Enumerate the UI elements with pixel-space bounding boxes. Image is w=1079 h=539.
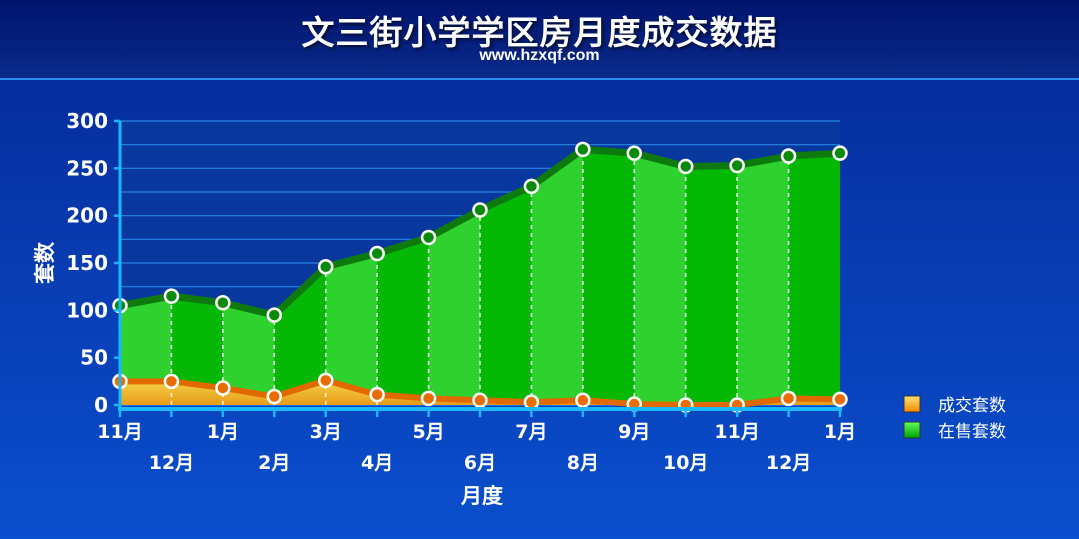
- y-axis-label: 套数: [33, 241, 57, 284]
- light-band: [531, 149, 583, 405]
- series-areas: [120, 149, 840, 405]
- light-band: [325, 253, 378, 405]
- light-band: [120, 296, 172, 405]
- y-tick-label: 150: [66, 251, 108, 275]
- x-tick-label: 11月: [97, 421, 142, 443]
- y-tick-label: 300: [66, 109, 108, 133]
- x-tick-label: 3月: [310, 421, 342, 443]
- y-tick-label: 0: [94, 393, 108, 417]
- legend-label: 在售套数: [938, 422, 1006, 442]
- light-band: [737, 156, 789, 405]
- point-deals: [266, 388, 283, 405]
- x-axis-label: 月度: [460, 484, 503, 508]
- point-stock: [369, 245, 385, 262]
- point-stock: [780, 148, 797, 164]
- x-tick-label: 12月: [149, 452, 194, 474]
- point-stock: [523, 178, 540, 195]
- x-tick-label: 6月: [464, 452, 496, 474]
- light-band: [428, 209, 480, 405]
- point-stock: [266, 307, 283, 323]
- point-deals: [780, 390, 797, 407]
- point-deals: [369, 386, 385, 403]
- point-stock: [317, 259, 334, 275]
- x-tick-label: 5月: [412, 421, 444, 443]
- legend-swatch: [903, 395, 921, 413]
- area-stock: [120, 149, 840, 405]
- chart-subtitle: www.hzxqf.com: [479, 47, 600, 64]
- x-tick-label: 2月: [258, 452, 290, 474]
- point-deals: [523, 394, 540, 410]
- x-tick-label: 7月: [515, 421, 547, 443]
- point-stock: [215, 295, 231, 311]
- x-tick-label: 10月: [663, 452, 708, 474]
- x-tick-label: 8月: [567, 452, 599, 474]
- x-tick-label: 1月: [824, 421, 856, 443]
- point-stock: [832, 145, 848, 161]
- legend-swatch: [903, 421, 921, 439]
- point-deals: [420, 390, 437, 407]
- y-tick-label: 100: [66, 298, 108, 322]
- point-stock: [626, 145, 643, 161]
- x-tick-label: 11月: [714, 421, 759, 443]
- header-band: 文三街小学学区房月度成交数据 www.hzxqf.com: [0, 0, 1079, 78]
- point-stock: [472, 202, 488, 218]
- point-stock: [677, 158, 694, 175]
- point-stock: [575, 141, 591, 158]
- chart-title: 文三街小学学区房月度成交数据: [301, 13, 778, 52]
- y-tick-labels: 0 50 100 150 200 250 300: [66, 109, 108, 417]
- legend-label: 成交套数: [938, 396, 1006, 416]
- point-deals: [215, 380, 231, 396]
- axes: [114, 119, 842, 417]
- point-deals: [472, 392, 488, 409]
- y-tick-label: 50: [80, 346, 108, 370]
- y-tick-label: 200: [66, 204, 108, 228]
- series-markers: [112, 141, 848, 413]
- dashed-dividers: [170, 155, 790, 405]
- x-tick-label: 4月: [361, 452, 393, 474]
- y-tick-label: 250: [66, 156, 108, 180]
- point-stock: [729, 157, 745, 174]
- light-band: [222, 302, 275, 405]
- point-stock: [163, 288, 180, 304]
- point-stock: [420, 229, 437, 246]
- light-band: [634, 153, 686, 405]
- point-deals: [163, 373, 180, 390]
- point-deals: [832, 391, 848, 408]
- area-deals: [120, 380, 840, 405]
- point-deals: [575, 392, 591, 409]
- x-tick-labels: 11月 12月 1月 2月 3月 4月 5月 6月 7月 8月 9月 10月 11月 12月 1月: [97, 421, 856, 474]
- x-tick-label: 12月: [766, 452, 811, 474]
- point-deals: [317, 372, 334, 389]
- x-tick-label: 9月: [618, 421, 650, 443]
- x-tick-label: 1月: [207, 421, 239, 443]
